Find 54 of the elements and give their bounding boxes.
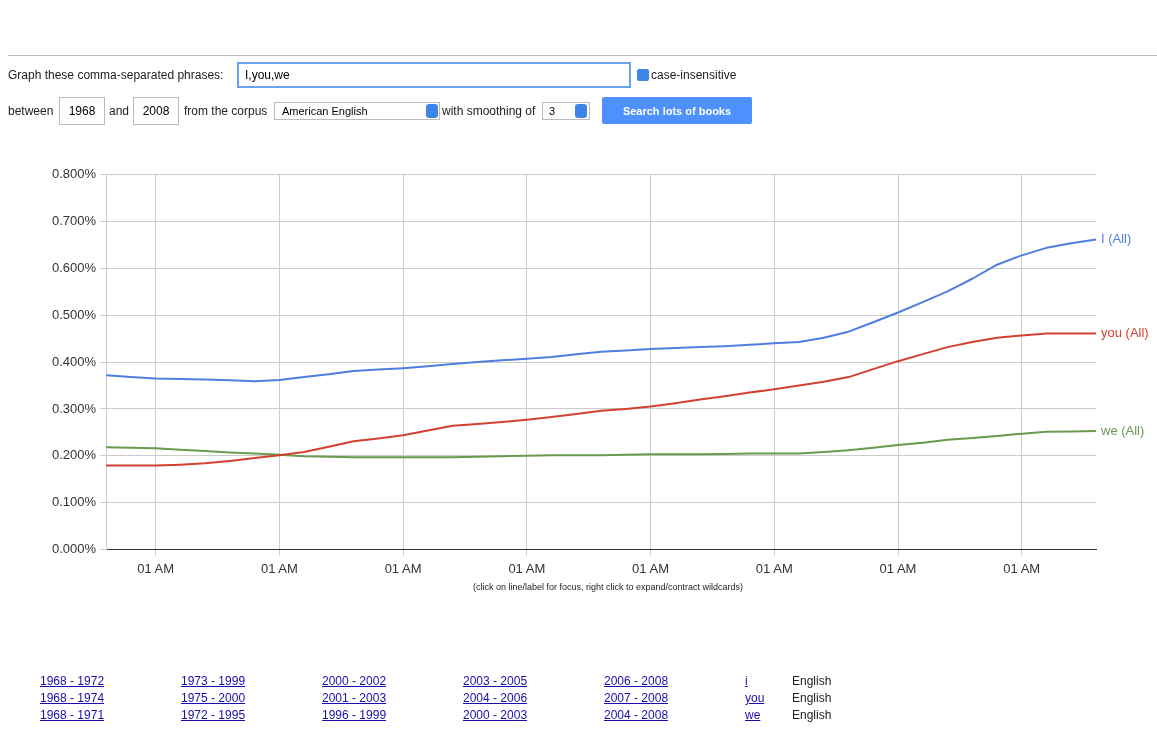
text: 1975 - 2000: [181, 691, 246, 705]
text: you: [745, 691, 765, 705]
y-tick-label: 0.100%: [52, 494, 97, 510]
text: 2003 - 2005: [463, 674, 528, 688]
y-tick-label: 0.700%: [52, 213, 97, 229]
text: we: [745, 708, 761, 722]
text: and: [109, 104, 130, 118]
x-tick-label: 01 AM: [384, 560, 422, 576]
series-label: you (All): [1101, 325, 1149, 341]
y-tick-label: 0.800%: [52, 166, 97, 182]
text: case-insensitive: [651, 68, 737, 82]
text: 2000 - 2003: [463, 708, 528, 722]
x-tick-label: 01 AM: [508, 560, 546, 576]
y-tick-label: 0.500%: [52, 306, 97, 322]
text: Search lots of books: [602, 97, 752, 124]
y-tick-label: 0.000%: [52, 540, 97, 556]
text: 2008: [142, 104, 170, 118]
text: i: [745, 674, 748, 688]
text: from the corpus: [184, 104, 268, 118]
text: 1968 - 1974: [40, 691, 105, 705]
text: English: [792, 674, 832, 688]
y-tick-label: 0.300%: [52, 400, 97, 416]
text: 3: [549, 105, 556, 117]
text: American English: [282, 105, 368, 117]
text: 2004 - 2006: [463, 691, 528, 705]
x-tick-label: 01 AM: [632, 560, 669, 576]
text: 1968: [68, 104, 96, 118]
x-tick-label: 01 AM: [1003, 560, 1041, 576]
text: with smoothing of: [442, 104, 536, 118]
text: English: [792, 691, 832, 705]
text: 2006 - 2008: [604, 674, 669, 688]
text: I,you,we: [245, 68, 290, 82]
text: Graph these comma-separated phrases:: [8, 68, 224, 82]
text: 1972 - 1995: [181, 708, 246, 722]
text: 1996 - 1999: [322, 708, 387, 722]
text: 2000 - 2002: [322, 674, 387, 688]
text: 1968 - 1972: [40, 674, 105, 688]
series-label: I (All): [1101, 231, 1132, 246]
text: between: [8, 104, 54, 118]
series-label: we (All): [1100, 422, 1145, 438]
text: 2007 - 2008: [604, 691, 669, 705]
text: 2004 - 2008: [604, 708, 669, 722]
text: English: [792, 708, 832, 722]
x-tick-label: 01 AM: [137, 560, 175, 576]
text: 2001 - 2003: [322, 691, 387, 705]
y-tick-label: 0.400%: [52, 353, 97, 369]
text: (click on line/label for focus, right click to expand/contract wildcards): [471, 582, 745, 592]
text: 1973 - 1999: [181, 674, 246, 688]
text: 1968 - 1971: [40, 708, 105, 722]
x-tick-label: 01 AM: [260, 560, 298, 576]
x-tick-label: 01 AM: [879, 560, 917, 576]
y-tick-label: 0.600%: [52, 260, 97, 276]
y-tick-label: 0.200%: [52, 447, 97, 463]
x-tick-label: 01 AM: [755, 560, 793, 576]
